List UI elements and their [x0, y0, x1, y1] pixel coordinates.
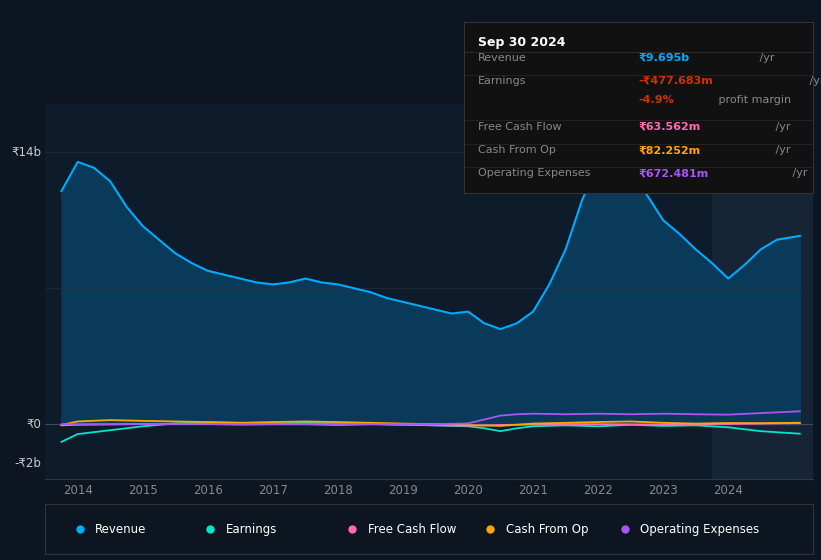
Bar: [712, 104, 813, 479]
Text: Cash From Op: Cash From Op: [478, 146, 556, 156]
Text: /yr: /yr: [755, 53, 774, 63]
Text: /yr: /yr: [773, 146, 791, 156]
Text: ₹63.562m: ₹63.562m: [639, 122, 700, 132]
Text: Earnings: Earnings: [478, 76, 526, 86]
Text: /yr: /yr: [773, 122, 791, 132]
Text: /yr: /yr: [789, 168, 808, 178]
Text: Operating Expenses: Operating Expenses: [478, 168, 590, 178]
Text: Free Cash Flow: Free Cash Flow: [478, 122, 562, 132]
Text: Revenue: Revenue: [95, 522, 146, 536]
Text: ₹9.695b: ₹9.695b: [639, 53, 690, 63]
Text: Free Cash Flow: Free Cash Flow: [368, 522, 456, 536]
Text: Revenue: Revenue: [478, 53, 526, 63]
Text: Sep 30 2024: Sep 30 2024: [478, 36, 566, 49]
Text: Operating Expenses: Operating Expenses: [640, 522, 759, 536]
Text: ₹0: ₹0: [26, 418, 41, 431]
Text: profit margin: profit margin: [715, 95, 791, 105]
Text: -₹2b: -₹2b: [15, 457, 41, 470]
Text: Cash From Op: Cash From Op: [506, 522, 588, 536]
Text: Earnings: Earnings: [226, 522, 277, 536]
Text: -₹477.683m: -₹477.683m: [639, 76, 713, 86]
Text: ₹82.252m: ₹82.252m: [639, 146, 700, 156]
Text: ₹672.481m: ₹672.481m: [639, 168, 709, 178]
Text: /yr: /yr: [805, 76, 821, 86]
Text: -4.9%: -4.9%: [639, 95, 674, 105]
Text: ₹14b: ₹14b: [11, 146, 41, 158]
